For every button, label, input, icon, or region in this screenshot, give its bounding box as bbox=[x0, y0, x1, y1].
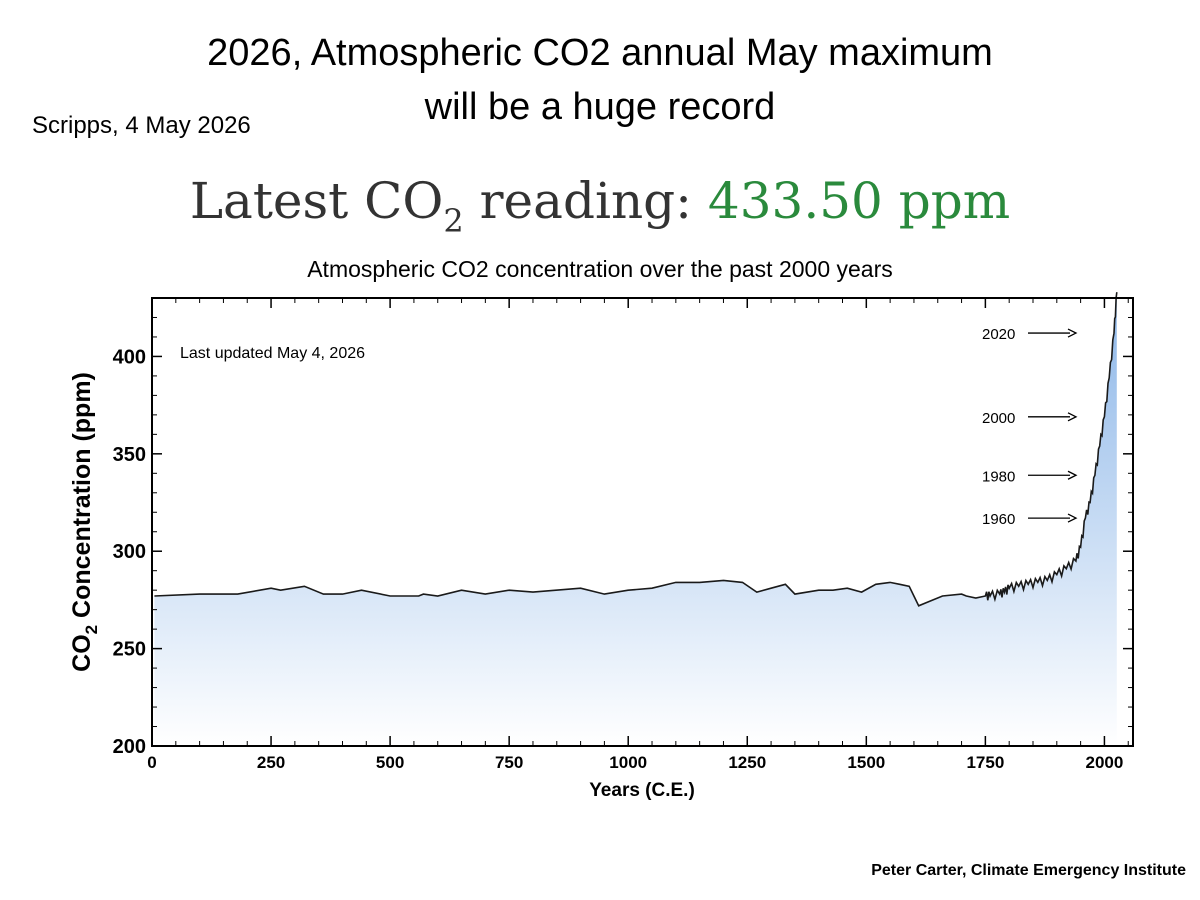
arrow-year-label: 2020 bbox=[982, 326, 1015, 343]
y-axis-label-subscript: 2 bbox=[82, 625, 101, 634]
y-axis-label: CO2 Concentration (ppm) bbox=[68, 372, 101, 672]
y-axis-label-suffix: Concentration (ppm) bbox=[68, 372, 96, 625]
x-tick-label: 1000 bbox=[609, 753, 647, 772]
chart-heading: Atmospheric CO2 concentration over the p… bbox=[307, 256, 893, 282]
x-tick-label: 250 bbox=[257, 753, 285, 772]
x-tick-label: 500 bbox=[376, 753, 404, 772]
x-tick-label: 0 bbox=[147, 753, 156, 772]
arrow-year-label: 1980 bbox=[982, 468, 1015, 485]
latest-reading: Latest CO2 reading: 433.50 ppm bbox=[0, 172, 1200, 240]
x-tick-label: 1750 bbox=[966, 753, 1004, 772]
reading-label-suffix: reading: bbox=[463, 172, 708, 230]
x-tick-label: 1500 bbox=[847, 753, 885, 772]
y-tick-label: 250 bbox=[113, 639, 146, 661]
arrow-head bbox=[1067, 470, 1078, 480]
y-tick-label: 350 bbox=[113, 444, 146, 466]
arrow-head bbox=[1067, 412, 1078, 422]
axis-ticks bbox=[151, 298, 1133, 747]
credit-line: Peter Carter, Climate Emergency Institut… bbox=[871, 862, 1186, 879]
y-tick-label: 300 bbox=[113, 541, 146, 563]
x-tick-label: 750 bbox=[495, 753, 523, 772]
x-axis-label: Years (C.E.) bbox=[589, 780, 695, 801]
arrow-year-label: 2000 bbox=[982, 410, 1015, 427]
y-axis-label-main: CO bbox=[68, 634, 96, 672]
x-tick-label: 2000 bbox=[1086, 753, 1124, 772]
arrow-year-label: 1960 bbox=[982, 511, 1015, 528]
title-line-1: 2026, Atmospheric CO2 annual May maximum bbox=[207, 32, 993, 74]
source-note: Scripps, 4 May 2026 bbox=[32, 112, 251, 139]
year-arrow-annotations: 2020 2000 1980 1960 bbox=[982, 326, 1078, 528]
y-tick-label: 400 bbox=[113, 346, 146, 368]
x-tick-label: 1250 bbox=[728, 753, 766, 772]
last-updated-annotation: Last updated May 4, 2026 bbox=[180, 345, 365, 362]
reading-value: 433.50 ppm bbox=[707, 172, 1011, 230]
title-line-2: will be a huge record bbox=[424, 86, 776, 128]
reading-label: Latest CO bbox=[189, 172, 444, 230]
axis-tick-labels: 0 250 500 750 1000 1250 1500 1750 2000 200 250 300 3… bbox=[113, 346, 1124, 772]
arrow-head bbox=[1067, 513, 1078, 523]
y-tick-label: 200 bbox=[113, 736, 146, 758]
slide-title: 2026, Atmospheric CO2 annual May maximum… bbox=[100, 26, 1100, 134]
concentration-line bbox=[154, 292, 1118, 607]
concentration-area bbox=[154, 292, 1117, 746]
plot-frame bbox=[151, 297, 1134, 747]
reading-label-subscript: 2 bbox=[443, 202, 464, 240]
arrow-head bbox=[1067, 328, 1078, 338]
